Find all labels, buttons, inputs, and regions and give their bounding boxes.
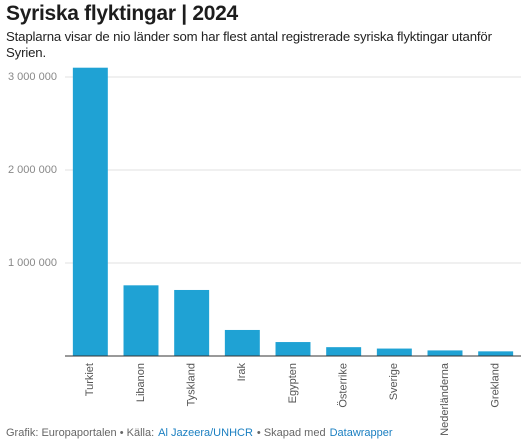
bar xyxy=(427,350,463,356)
chart-subtitle: Staplarna visar de nio länder som har fl… xyxy=(6,29,492,60)
x-tick-label: Grekland xyxy=(490,363,502,408)
bar xyxy=(174,289,210,356)
source-link[interactable]: Al Jazeera/UNHCR xyxy=(158,427,253,439)
bar xyxy=(72,67,108,356)
x-tick-label: Nederländerna xyxy=(439,362,451,436)
x-tick-label: Tyskland xyxy=(186,363,198,406)
bar xyxy=(478,351,514,356)
x-tick-label: Turkiet xyxy=(84,363,96,396)
x-tick-label: Irak xyxy=(236,363,248,382)
bar xyxy=(326,347,362,356)
y-tick-label: 3 000 000 xyxy=(8,71,57,83)
y-tick-label: 2 000 000 xyxy=(8,164,57,176)
x-tick-label: Sverige xyxy=(388,363,400,400)
footer-made: • Skapad med xyxy=(257,427,326,439)
tool-link[interactable]: Datawrapper xyxy=(330,427,393,439)
y-tick-label: 1 000 000 xyxy=(8,257,57,269)
bar xyxy=(275,342,311,356)
footer-credit: Grafik: Europaportalen • Källa: xyxy=(6,427,154,439)
footer: Grafik: Europaportalen • Källa: Al Jazeer… xyxy=(6,427,393,439)
bar xyxy=(123,285,159,356)
x-tick-label: Egypten xyxy=(287,363,299,403)
x-tick-label: Libanon xyxy=(135,363,147,402)
x-tick-label: Österrike xyxy=(338,363,350,408)
chart-title: Syriska flyktingar | 2024 xyxy=(6,2,238,25)
bar xyxy=(224,329,260,356)
bar xyxy=(376,348,412,356)
